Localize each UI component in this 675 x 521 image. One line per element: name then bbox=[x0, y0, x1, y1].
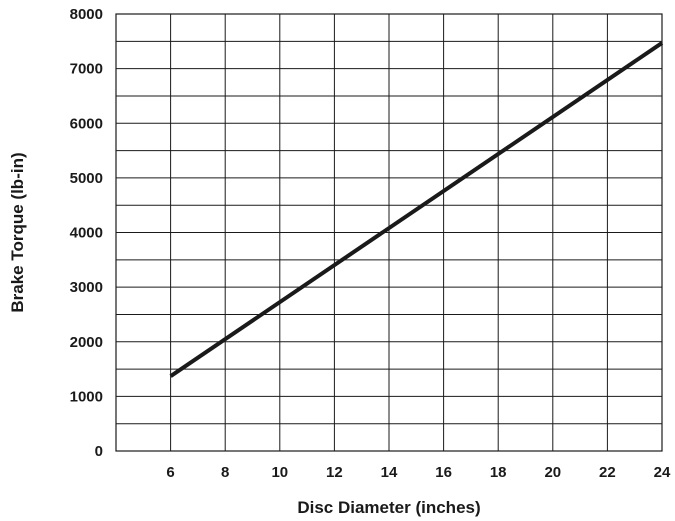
x-tick-label: 6 bbox=[166, 464, 174, 481]
y-tick-label: 0 bbox=[95, 443, 103, 460]
y-tick-label: 8000 bbox=[70, 6, 103, 23]
x-tick-label: 16 bbox=[435, 464, 452, 481]
y-axis-title: Brake Torque (lb-in) bbox=[8, 152, 27, 312]
x-tick-label: 8 bbox=[221, 464, 229, 481]
y-axis-ticks: 0 1000 2000 3000 4000 5000 6000 7000 8000 bbox=[70, 6, 103, 460]
grid-lines bbox=[116, 14, 662, 451]
x-tick-label: 12 bbox=[326, 464, 343, 481]
plot-frame bbox=[115, 13, 663, 452]
y-tick-label: 3000 bbox=[70, 279, 103, 296]
x-tick-label: 22 bbox=[599, 464, 616, 481]
x-tick-label: 20 bbox=[544, 464, 561, 481]
y-tick-label: 2000 bbox=[70, 334, 103, 351]
x-axis-title: Disc Diameter (inches) bbox=[297, 498, 480, 517]
y-tick-label: 7000 bbox=[70, 61, 103, 78]
series-line bbox=[169, 41, 664, 378]
y-tick-label: 6000 bbox=[70, 115, 103, 132]
x-tick-label: 10 bbox=[271, 464, 288, 481]
y-tick-label: 5000 bbox=[70, 170, 103, 187]
x-tick-label: 18 bbox=[490, 464, 507, 481]
y-tick-label: 1000 bbox=[70, 388, 103, 405]
x-tick-label: 14 bbox=[381, 464, 398, 481]
y-tick-label: 4000 bbox=[70, 225, 103, 242]
x-tick-label: 24 bbox=[654, 464, 671, 481]
x-axis-ticks: 6 8 10 12 14 16 18 20 22 24 bbox=[166, 464, 671, 481]
series-layer bbox=[169, 41, 664, 378]
